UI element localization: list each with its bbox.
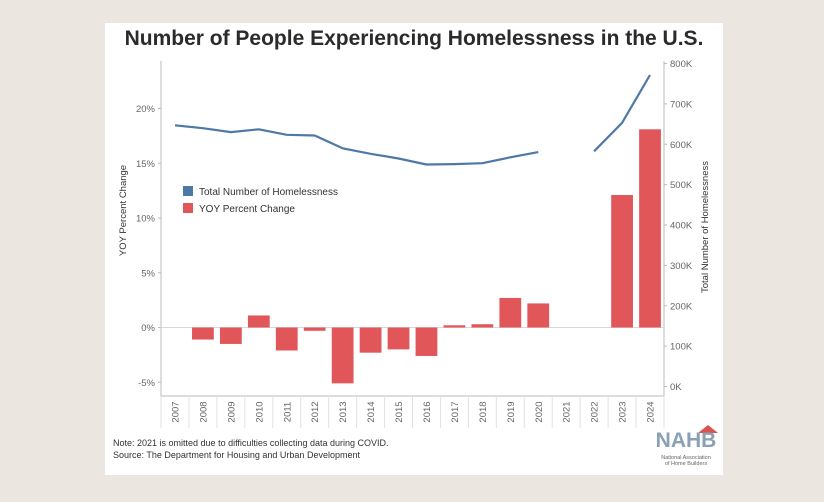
bar (387, 327, 410, 350)
right-tick-label: 300K (670, 261, 693, 272)
chart-svg: 20% 15% 10% 5% 0% -5% 800K 700K 600K 500K 400K 300K… (118, 59, 711, 428)
bar (275, 327, 298, 351)
right-tick-label: 700K (670, 99, 693, 110)
right-tick-label: 200K (670, 301, 693, 312)
logo-subtitle: National Association of Home Builders (654, 455, 718, 467)
right-tick-label: 400K (670, 221, 693, 232)
x-tick-label: 2014 (366, 401, 377, 422)
logo-roof-icon (698, 425, 718, 433)
chart-title: Number of People Experiencing Homelessne… (124, 27, 704, 50)
bar (611, 195, 633, 328)
bar (303, 327, 326, 331)
left-tick-label: 0% (141, 323, 155, 334)
chart-card: Number of People Experiencing Homelessne… (105, 23, 723, 475)
x-tick-label: 2020 (534, 401, 545, 422)
line-series (593, 74, 651, 153)
x-tick-label: 2021 (562, 401, 573, 422)
legend-swatch-total (183, 186, 193, 196)
right-tick-label: 0K (670, 382, 682, 393)
x-tick-label: 2011 (282, 402, 293, 422)
x-tick-label: 2024 (646, 401, 657, 422)
bar (471, 324, 494, 328)
bar (527, 303, 550, 328)
x-tick-label: 2016 (422, 401, 433, 422)
footer-notes: Note: 2021 is omitted due to difficultie… (113, 437, 388, 461)
x-tick-label: 2015 (394, 401, 405, 422)
left-tick-label: -5% (138, 378, 155, 389)
bar (415, 327, 438, 356)
footer-note: Note: 2021 is omitted due to difficultie… (113, 438, 389, 448)
right-tick-label: 600K (670, 140, 693, 151)
footer-source: Source: The Department for Housing and U… (113, 450, 360, 460)
bar (331, 327, 354, 384)
bar (499, 297, 522, 328)
line-series (174, 124, 539, 166)
bar (443, 325, 466, 328)
bar (192, 327, 214, 340)
legend-label-yoy: YOY Percent Change (199, 204, 295, 215)
left-tick-label: 10% (136, 214, 156, 225)
left-tick-label: 20% (136, 104, 156, 115)
legend-swatch-yoy (183, 203, 193, 213)
nahb-logo: NAHB National Association of Home Builde… (654, 425, 718, 473)
logo-subtitle-line1: National Association (661, 455, 711, 461)
x-tick-label: 2019 (506, 401, 517, 422)
x-tick-label: 2010 (254, 401, 265, 422)
x-tick-label: 2018 (478, 401, 489, 422)
x-tick-label: 2023 (618, 401, 629, 422)
x-tick-label: 2007 (170, 401, 181, 422)
logo-name: NAHB (655, 429, 717, 452)
bar (247, 315, 270, 328)
x-tick-label: 2022 (590, 401, 601, 422)
left-axis-title: YOY Percent Change (118, 165, 129, 256)
right-axis-title: Total Number of Homelessness (700, 161, 711, 293)
bar (359, 327, 382, 353)
x-tick-label: 2008 (198, 401, 209, 422)
x-tick-label: 2013 (338, 401, 349, 422)
left-tick-label: 15% (136, 159, 156, 170)
left-tick-label: 5% (141, 268, 155, 279)
x-tick-label: 2009 (226, 401, 237, 422)
right-tick-label: 800K (670, 59, 693, 70)
x-tick-label: 2017 (450, 401, 461, 422)
right-tick-label: 100K (670, 342, 693, 353)
right-tick-label: 500K (670, 180, 693, 191)
logo-subtitle-line2: of Home Builders (664, 461, 708, 467)
x-tick-label: 2012 (310, 401, 321, 422)
bar (219, 327, 242, 344)
bar (639, 129, 661, 328)
legend-label-total: Total Number of Homelessness (199, 187, 338, 198)
